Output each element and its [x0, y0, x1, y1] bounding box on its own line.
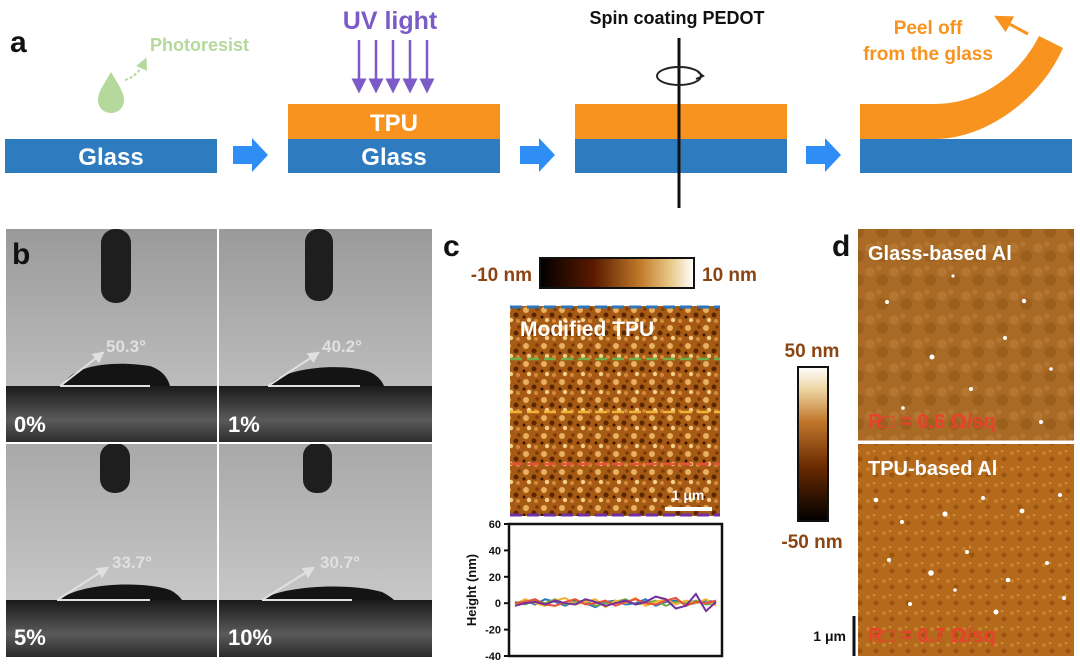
contact-angle-cell-2: 33.7° 5% [6, 443, 218, 657]
rotation-arrow-icon [695, 71, 705, 80]
panel-d: d 50 nm -50 nm Glass-based Al R□ = 0.6 Ω… [781, 229, 1074, 656]
peel-arrow-icon [994, 15, 1029, 36]
sheet-resistance-bottom: R□ = 0.7 Ω/sq [868, 625, 996, 647]
panel-letter-d: d [832, 230, 850, 263]
uv-light-label: UV light [343, 7, 438, 35]
cell-substrate [6, 600, 218, 657]
afm-image-top [858, 229, 1074, 442]
angle-arrow-icon [267, 351, 321, 387]
tpu-label: TPU [370, 110, 418, 137]
process-arrow-2-icon [520, 138, 555, 172]
y-tick-label: 20 [489, 572, 501, 584]
photoresist-droplet-icon [98, 72, 124, 113]
afm-image-glass-al: Glass-based Al R□ = 0.6 Ω/sq [858, 229, 1074, 442]
afm-image-tpu-al: TPU-based Al R□ = 0.7 Ω/sq [858, 444, 1074, 656]
cell-substrate [218, 600, 432, 657]
step-1-glass: Glass Photoresist [5, 35, 249, 173]
y-tick-label: -20 [485, 625, 501, 637]
glass-substrate-4 [860, 139, 1072, 173]
process-arrow-3-icon [806, 138, 841, 172]
tpu-layer-3 [575, 104, 787, 139]
contact-angle-value: 50.3° [106, 337, 146, 356]
step-4-peel: Peel off from the glass [860, 15, 1072, 173]
contact-angle-value: 30.7° [320, 553, 360, 572]
angle-arrow-icon [59, 351, 105, 387]
water-droplet [262, 586, 394, 600]
peel-label-line2: from the glass [863, 44, 993, 65]
y-tick-label: 0 [495, 598, 501, 610]
colorbar-d [797, 366, 829, 522]
panel-letter-b: b [12, 238, 30, 271]
glass-substrate-2 [288, 139, 500, 173]
cell-substrate [6, 386, 218, 443]
contact-angle-value: 40.2° [322, 337, 362, 356]
step-3-spin: Spin coating PEDOT [575, 8, 787, 208]
photoresist-arrow-icon [124, 57, 148, 81]
process-arrow-1-icon [233, 138, 268, 172]
panel-c: c -10 nm 10 nm Modified TPU 1 μm Height … [443, 230, 757, 663]
series-line-red [514, 596, 717, 607]
y-tick-label: 40 [489, 545, 501, 557]
panel-b: 50.3° 0% 40.2° 1% 33.7° 5% [6, 229, 432, 657]
afm-top-label: Glass-based Al [868, 243, 1012, 265]
height-profile-chart: Height (nm) 60 40 20 0 -20 -40 [464, 519, 724, 663]
colorbar-d-max: 50 nm [785, 341, 840, 362]
angle-arrow-icon [56, 566, 110, 601]
angle-arrow-icon [261, 566, 316, 601]
panel-a: a Glass Photoresist TPU Glass UV light [5, 7, 1072, 208]
afm-image-bottom [858, 444, 1074, 656]
cell-substrate [218, 386, 432, 443]
glass-label-2: Glass [361, 144, 426, 171]
concentration-label: 1% [228, 412, 260, 437]
colorbar-c-max: 10 nm [702, 265, 757, 286]
chart-plot-area [507, 522, 724, 658]
spin-coating-label: Spin coating PEDOT [589, 8, 764, 28]
concentration-label: 10% [228, 625, 272, 650]
water-droplet [60, 584, 182, 600]
chart-y-axis-label: Height (nm) [464, 554, 479, 626]
water-droplet [268, 367, 384, 386]
peeled-tpu-film [860, 36, 1063, 139]
syringe-needle-icon [101, 229, 131, 303]
y-tick-label: -40 [485, 651, 501, 663]
photoresist-label: Photoresist [150, 35, 249, 55]
afm-image-label: Modified TPU [520, 318, 654, 341]
contact-angle-cell-0: 50.3° 0% [6, 229, 218, 443]
uv-rays-icon [351, 40, 435, 94]
contact-angle-value: 33.7° [112, 553, 152, 572]
concentration-label: 5% [14, 625, 46, 650]
y-tick-label: 60 [489, 519, 501, 531]
contact-angle-cell-1: 40.2° 1% [218, 229, 432, 443]
sheet-resistance-top: R□ = 0.6 Ω/sq [868, 411, 996, 433]
syringe-needle-icon [303, 443, 332, 493]
glass-substrate-3 [575, 139, 787, 173]
colorbar-c [539, 257, 695, 289]
afm-particles-top [885, 274, 1053, 424]
tpu-layer-2 [288, 104, 500, 139]
scale-bar-d-label: 1 μm [813, 628, 846, 644]
concentration-label: 0% [14, 412, 46, 437]
colorbar-d-min: -50 nm [781, 532, 842, 553]
afm-bottom-label: TPU-based Al [868, 458, 997, 480]
syringe-needle-icon [305, 229, 333, 301]
scale-bar-c-label: 1 μm [672, 487, 705, 503]
afm-particles-bottom [873, 493, 1066, 615]
glass-label-1: Glass [78, 144, 143, 171]
peel-label-line1: Peel off [894, 18, 963, 39]
glass-substrate-1 [5, 139, 217, 173]
syringe-needle-icon [100, 443, 130, 493]
water-droplet [63, 363, 170, 386]
step-2-uv: TPU Glass UV light [288, 7, 500, 173]
panel-letter-a: a [10, 26, 27, 59]
panel-letter-c: c [443, 230, 460, 263]
colorbar-c-min: -10 nm [471, 265, 532, 286]
series-line-purple [514, 592, 717, 613]
contact-angle-cell-3: 30.7° 10% [218, 443, 432, 657]
